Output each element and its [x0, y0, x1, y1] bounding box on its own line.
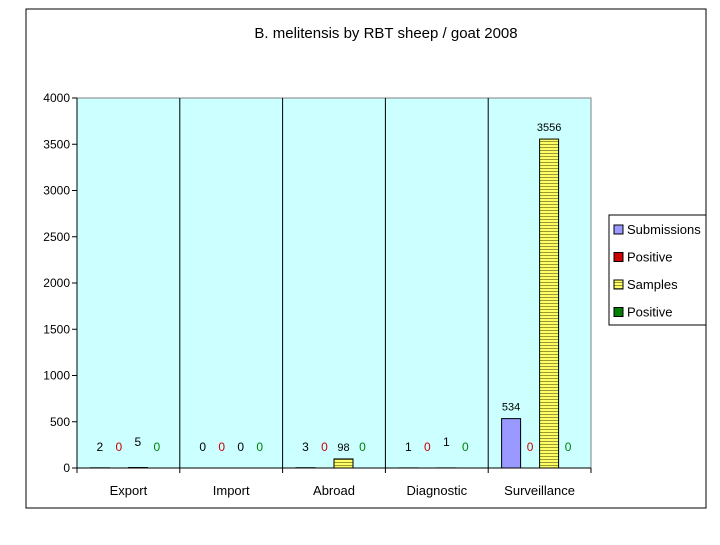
data-label: 0 — [462, 440, 469, 454]
data-label: 3 — [302, 440, 309, 454]
data-label: 0 — [424, 440, 431, 454]
data-label: 0 — [116, 440, 123, 454]
data-label: 0 — [199, 440, 206, 454]
legend: Submissions Positive Samples Positive — [609, 215, 706, 325]
data-label: 0 — [565, 440, 572, 454]
data-label: 0 — [527, 440, 534, 454]
data-label: 0 — [154, 440, 161, 454]
bar-2 — [540, 139, 559, 468]
chart-title: B. melitensis by RBT sheep / goat 2008 — [254, 25, 517, 42]
legend-label: Submissions — [627, 222, 701, 237]
x-tick-label: Import — [213, 483, 250, 498]
x-tick-label: Surveillance — [504, 483, 575, 498]
y-tick-label: 1000 — [43, 369, 70, 383]
y-tick-label: 500 — [50, 415, 70, 429]
x-tick-label: Export — [110, 483, 148, 498]
legend-swatch — [614, 253, 623, 262]
data-label: 2 — [97, 440, 104, 454]
y-tick-label: 2000 — [43, 276, 70, 290]
bar-2 — [334, 459, 353, 468]
legend-label: Samples — [627, 277, 678, 292]
data-label: 98 — [337, 442, 349, 454]
legend-label: Positive — [627, 250, 673, 265]
data-label: 1 — [443, 435, 450, 449]
data-label: 534 — [502, 402, 520, 414]
data-label: 0 — [321, 440, 328, 454]
data-label: 0 — [237, 440, 244, 454]
legend-label: Positive — [627, 305, 673, 320]
x-tick-label: Abroad — [313, 483, 355, 498]
y-tick-label: 3500 — [43, 137, 70, 151]
legend-swatch — [614, 308, 623, 317]
data-label: 3556 — [537, 122, 561, 134]
data-label: 0 — [218, 440, 225, 454]
y-tick-label: 1500 — [43, 322, 70, 336]
bar-0 — [502, 419, 521, 468]
y-tick-label: 3000 — [43, 184, 70, 198]
data-label: 5 — [135, 435, 142, 449]
x-tick-label: Diagnostic — [406, 483, 467, 498]
y-tick-label: 0 — [63, 461, 70, 475]
y-tick-label: 2500 — [43, 230, 70, 244]
data-label: 0 — [359, 440, 366, 454]
data-label: 0 — [256, 440, 263, 454]
legend-swatch — [614, 280, 623, 289]
y-tick-label: 4000 — [43, 91, 70, 105]
legend-swatch — [614, 225, 623, 234]
data-label: 1 — [405, 440, 412, 454]
